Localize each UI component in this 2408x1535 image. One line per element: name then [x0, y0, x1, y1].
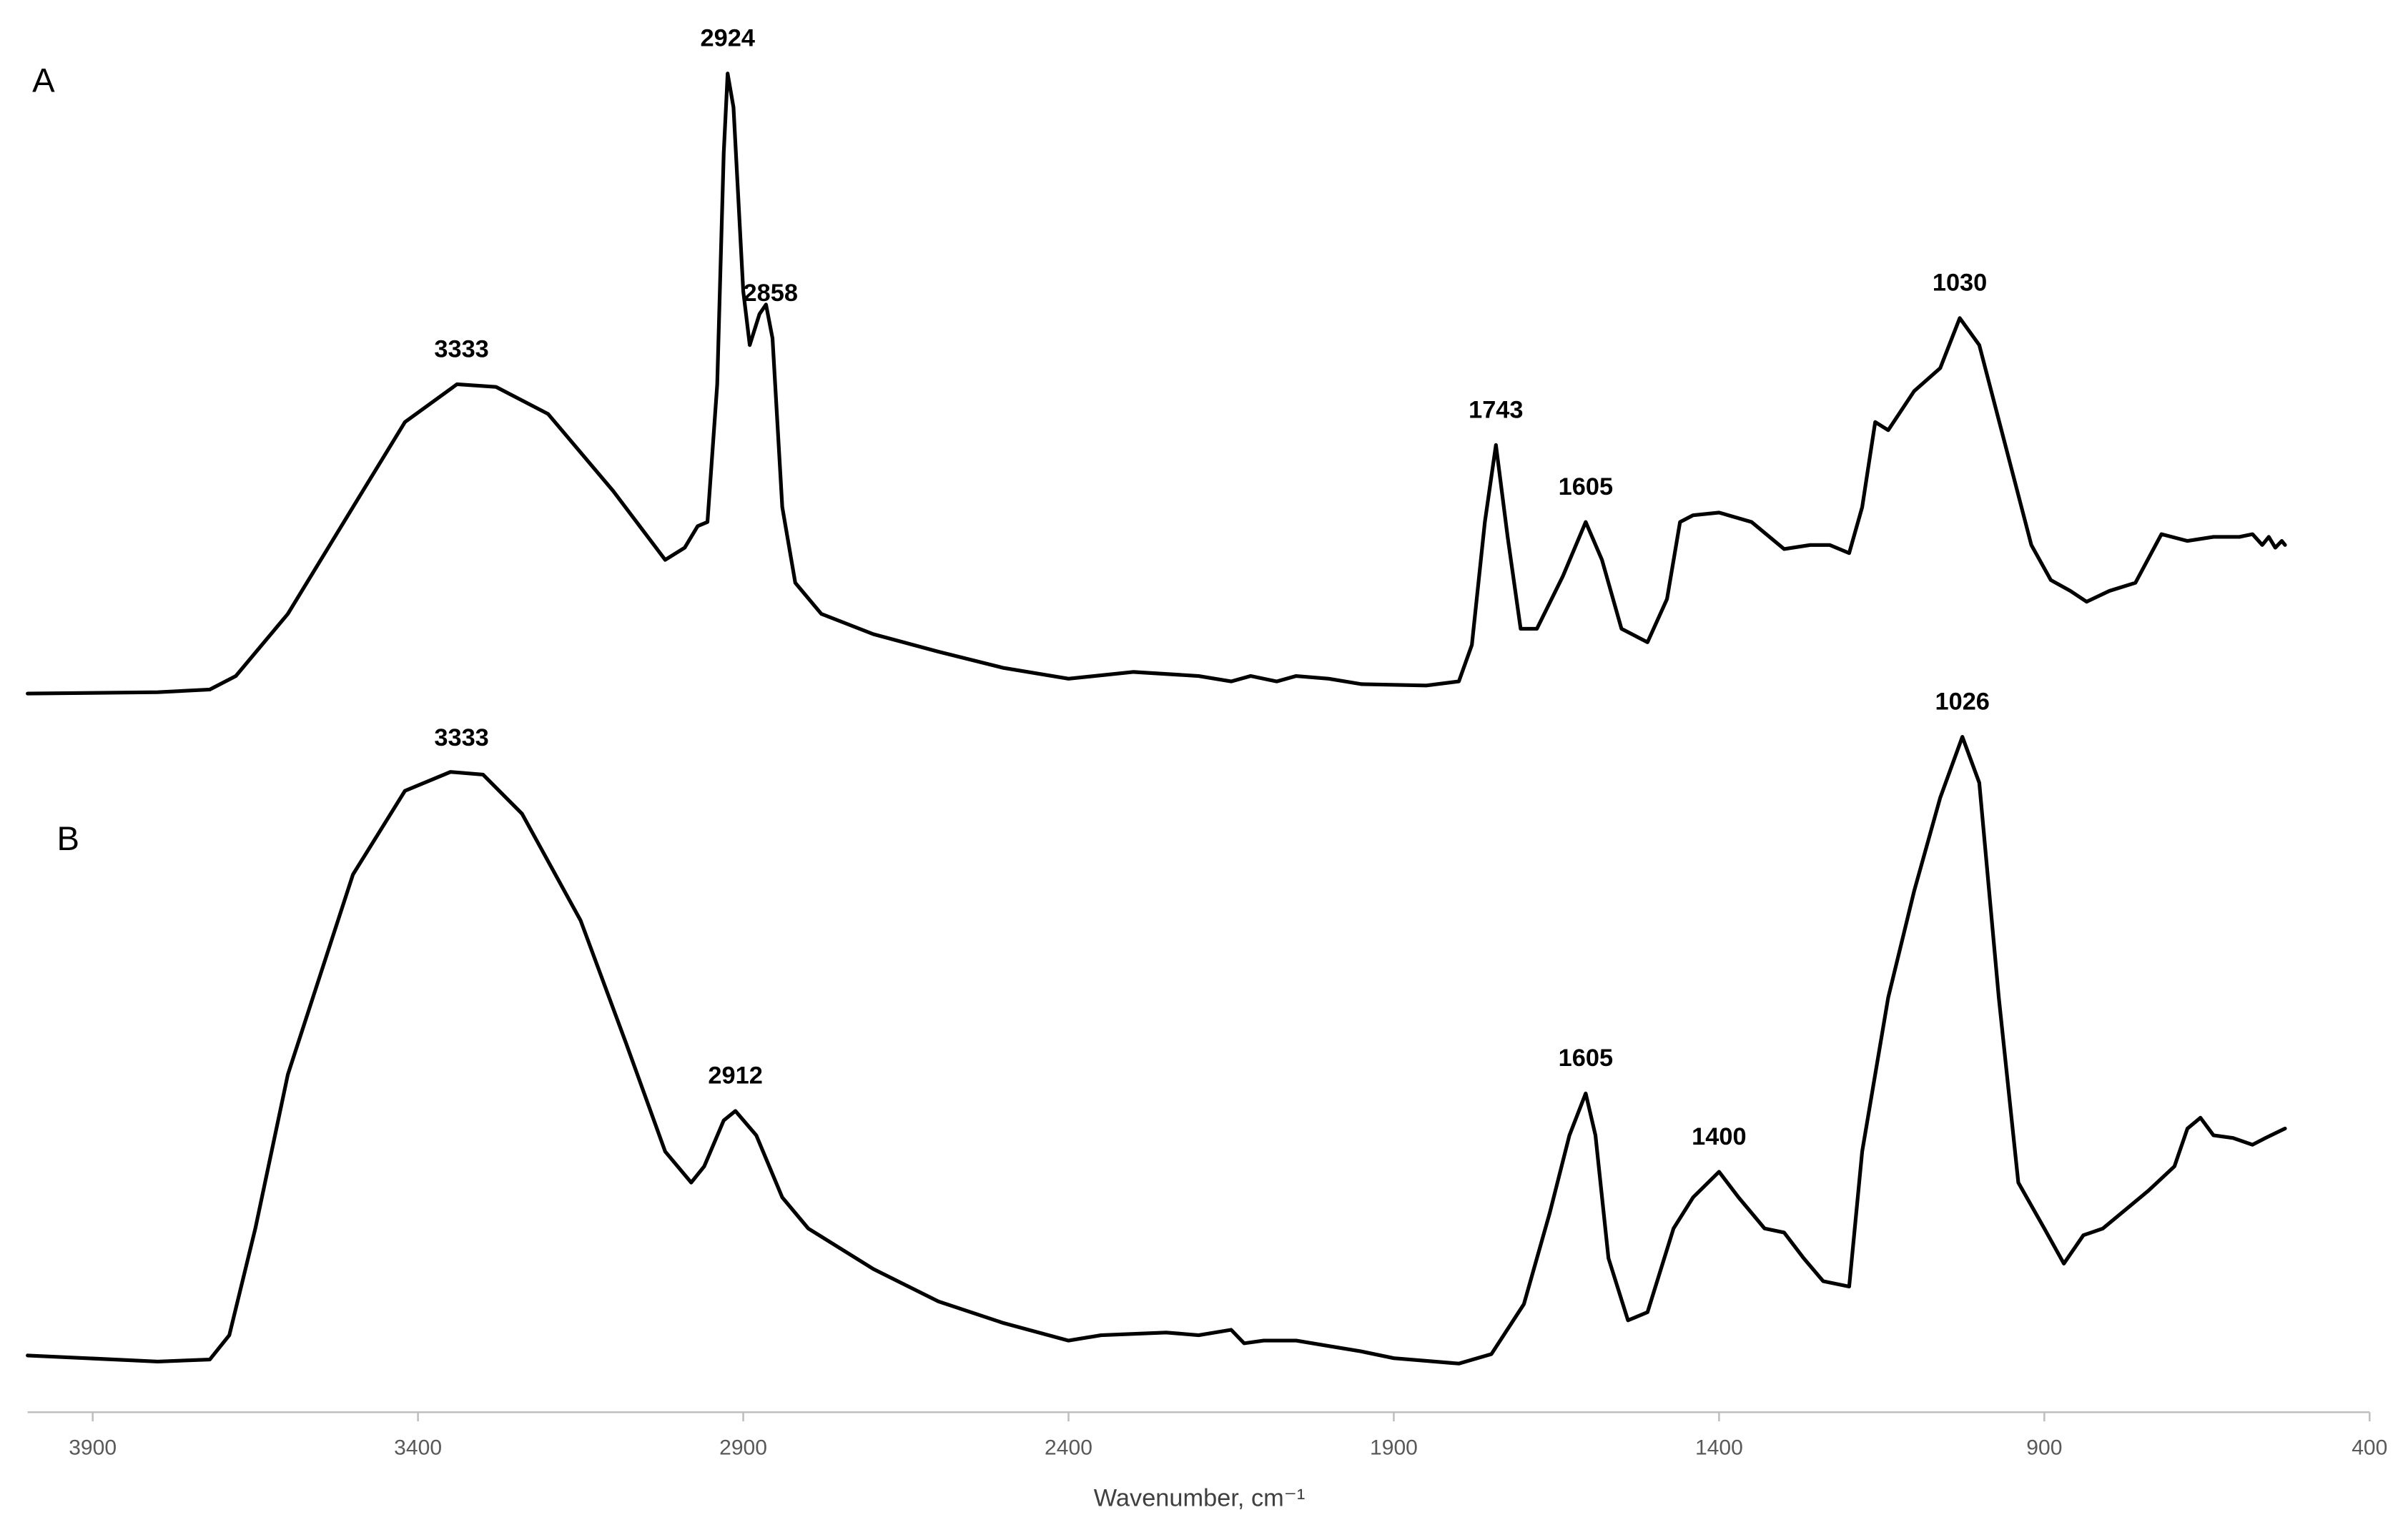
x-tick-label: 3400 — [394, 1436, 442, 1460]
x-tick-label: 1900 — [1370, 1436, 1418, 1460]
x-tick-label: 2400 — [1045, 1436, 1092, 1460]
x-tick-label: 1400 — [1695, 1436, 1743, 1460]
peak-label: 2924 — [701, 25, 755, 52]
peak-label: 1605 — [1559, 473, 1613, 500]
x-tick-label: 2900 — [719, 1436, 767, 1460]
spectrum-line — [26, 71, 2287, 696]
x-axis-title: Wavenumber, cm⁻¹ — [1094, 1485, 1306, 1512]
peak-label: 2858 — [744, 280, 798, 307]
spectrum-line — [26, 734, 2287, 1366]
peak-label: 1743 — [1469, 396, 1523, 423]
x-tick-label: 400 — [2352, 1436, 2387, 1460]
peak-label: 2912 — [708, 1062, 762, 1090]
series-name: B — [56, 820, 79, 858]
x-tick-label: 900 — [2026, 1436, 2062, 1460]
peak-label: 1026 — [1935, 688, 1989, 715]
peak-label: 1030 — [1933, 270, 1987, 297]
peak-label: 1605 — [1559, 1045, 1613, 1072]
series-name: A — [32, 61, 55, 99]
x-tick-label: 3900 — [69, 1436, 117, 1460]
peak-label: 3333 — [434, 336, 488, 363]
peak-label: 3333 — [434, 724, 488, 751]
peak-label: 1400 — [1692, 1123, 1746, 1150]
